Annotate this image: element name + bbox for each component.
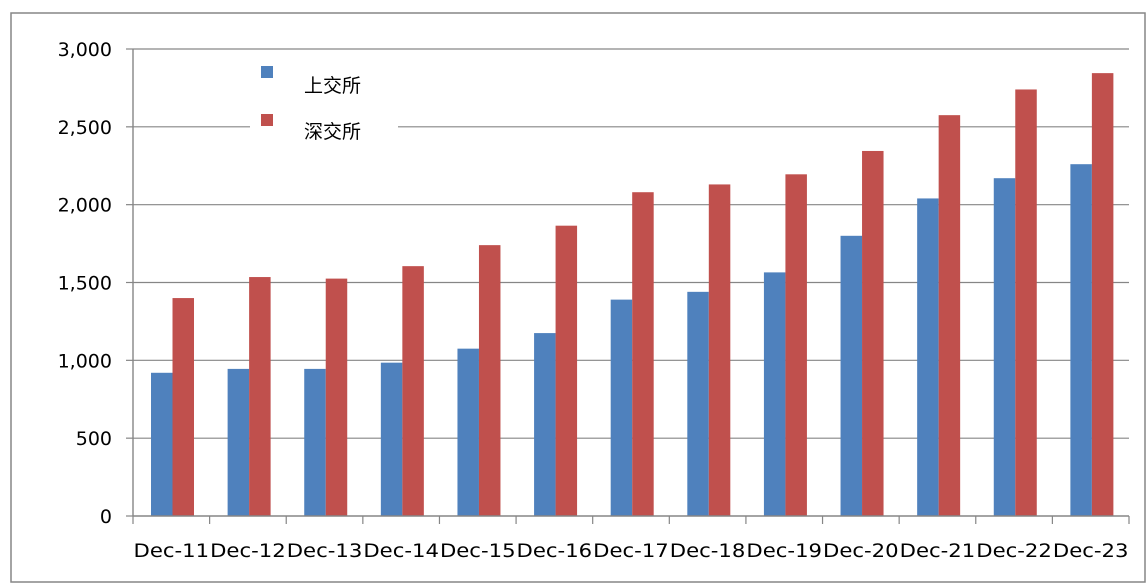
legend-swatch [261, 114, 273, 126]
y-tick-label: 1,500 [58, 273, 112, 295]
y-tick-label: 500 [76, 428, 112, 450]
legend-swatch [261, 66, 273, 78]
axes [126, 48, 1130, 524]
x-tick-labels: Dec-11 Dec-12 Dec-13 Dec-14 Dec-15 Dec-16 Dec-… [134, 540, 1129, 562]
legend-label: 上交所 [304, 75, 361, 97]
x-tick-label: Dec-14 [363, 540, 439, 562]
bar-sse-dec-14 [380, 362, 403, 516]
bar-sse-dec-13 [304, 368, 326, 516]
bar-sse-dec-16 [534, 333, 556, 516]
bar-szse-dec-13 [325, 278, 348, 516]
x-tick-label: Dec-20 [823, 540, 899, 562]
bar-szse-dec-20 [862, 150, 884, 516]
bar-szse-dec-23 [1091, 73, 1114, 517]
bar-sse-dec-17 [610, 299, 633, 516]
bar-sse-dec-12 [227, 368, 250, 516]
x-tick-label: Dec-15 [440, 540, 516, 562]
x-tick-label: Dec-19 [746, 540, 822, 562]
x-tick-label: Dec-16 [517, 540, 593, 562]
y-tick-label: 2,000 [58, 195, 112, 217]
x-tick-label: Dec-12 [210, 540, 286, 562]
y-tick-label: 2,500 [58, 117, 112, 139]
x-tick-label: Dec-23 [1053, 540, 1129, 562]
bar-sse-dec-21 [917, 198, 939, 516]
x-tick-label: Dec-13 [287, 540, 363, 562]
bars [151, 73, 1114, 517]
y-tick-label: 3,000 [58, 39, 112, 61]
bar-szse-dec-11 [172, 298, 194, 516]
bar-szse-dec-22 [1015, 89, 1037, 517]
y-tick-label: 1,000 [58, 350, 112, 372]
bar-szse-dec-19 [785, 174, 807, 517]
bar-sse-dec-22 [993, 178, 1016, 516]
x-tick-label: Dec-11 [134, 540, 210, 562]
bar-sse-dec-19 [763, 272, 786, 516]
x-tick-label: Dec-22 [976, 540, 1052, 562]
x-tick-label: Dec-17 [593, 540, 669, 562]
bar-szse-dec-14 [402, 266, 424, 516]
bar-sse-dec-15 [457, 348, 479, 516]
bar-sse-dec-23 [1070, 164, 1092, 516]
bar-szse-dec-15 [478, 245, 501, 516]
x-tick-label: Dec-21 [900, 540, 976, 562]
bar-sse-dec-20 [840, 235, 863, 517]
legend-label: 深交所 [304, 121, 361, 143]
y-tick-label: 0 [100, 506, 112, 528]
bar-szse-dec-16 [555, 225, 578, 516]
bar-sse-dec-11 [151, 372, 173, 516]
y-tick-labels: 0 500 1,000 1,500 2,000 2,500 3,000 [58, 39, 112, 528]
x-tick-label: Dec-18 [670, 540, 746, 562]
legend-background [250, 110, 398, 142]
bar-sse-dec-18 [687, 291, 709, 516]
bar-szse-dec-18 [708, 184, 731, 516]
bar-szse-dec-21 [938, 115, 961, 517]
bar-szse-dec-17 [632, 192, 654, 517]
bar-szse-dec-12 [249, 277, 271, 516]
